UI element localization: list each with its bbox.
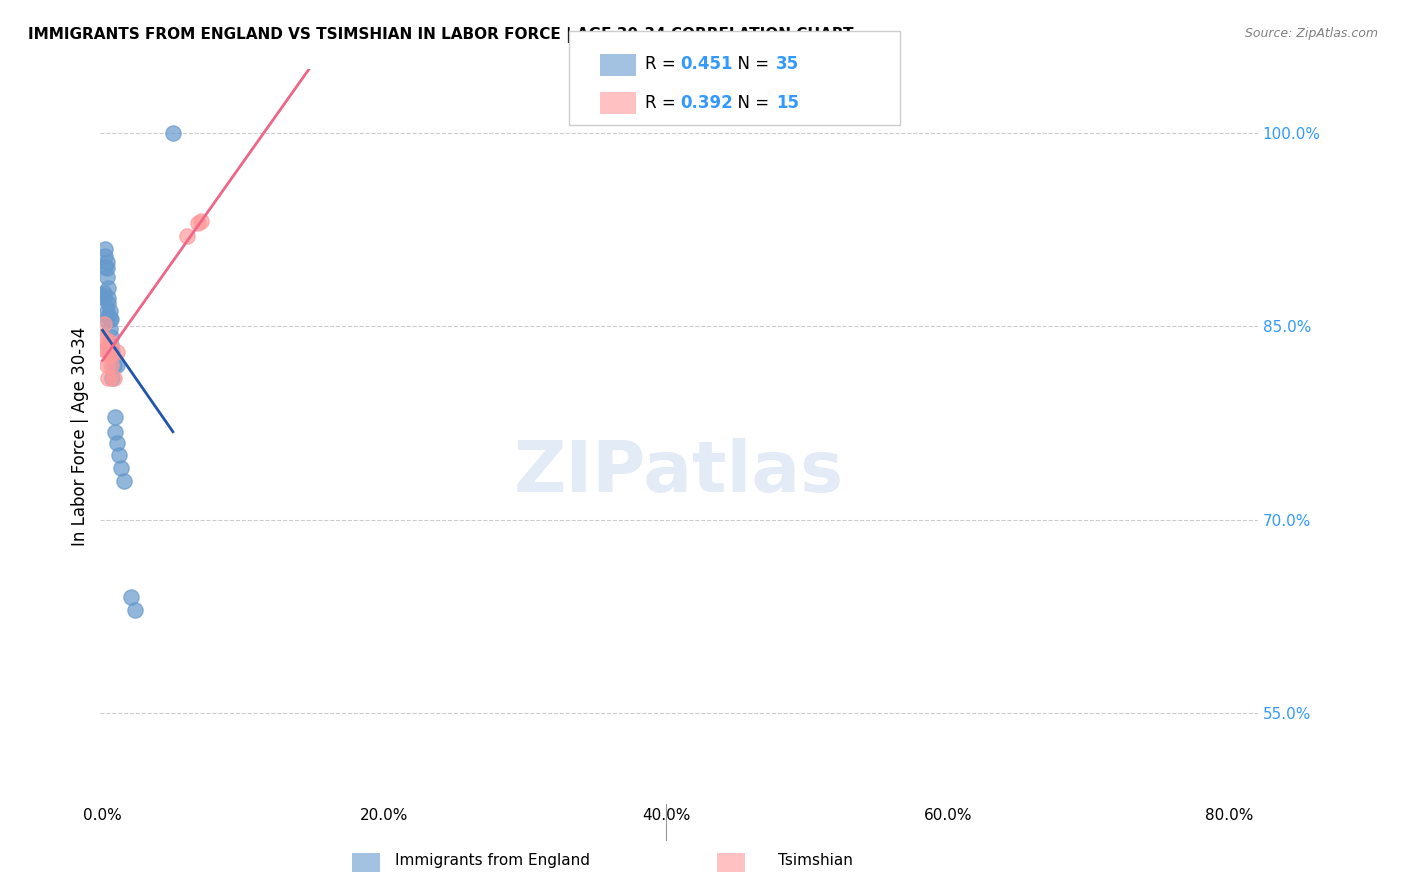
Point xyxy=(96,304,118,318)
Point xyxy=(94,242,117,256)
Point xyxy=(93,285,115,300)
Text: 0.451: 0.451 xyxy=(681,55,733,73)
Point xyxy=(98,343,121,357)
Text: Source: ZipAtlas.com: Source: ZipAtlas.com xyxy=(1244,27,1378,40)
Point xyxy=(103,371,125,385)
Point xyxy=(96,261,118,276)
Point xyxy=(97,291,120,305)
Point xyxy=(176,229,198,244)
Point xyxy=(94,332,117,346)
Point xyxy=(162,126,184,140)
Point xyxy=(93,291,115,305)
Text: N =: N = xyxy=(727,55,775,73)
Text: 0.392: 0.392 xyxy=(681,94,734,112)
Point xyxy=(96,313,118,327)
Point xyxy=(98,311,121,326)
Point xyxy=(91,332,114,346)
Point xyxy=(91,288,114,302)
Y-axis label: In Labor Force | Age 30-34: In Labor Force | Age 30-34 xyxy=(72,326,89,546)
Text: 15: 15 xyxy=(776,94,799,112)
Point xyxy=(108,449,131,463)
Point xyxy=(98,304,121,318)
Point xyxy=(105,345,128,359)
Text: IMMIGRANTS FROM ENGLAND VS TSIMSHIAN IN LABOR FORCE | AGE 30-34 CORRELATION CHAR: IMMIGRANTS FROM ENGLAND VS TSIMSHIAN IN … xyxy=(28,27,853,43)
Point xyxy=(100,337,122,351)
Text: ZIPatlas: ZIPatlas xyxy=(513,438,844,508)
Point xyxy=(105,435,128,450)
Text: Immigrants from England: Immigrants from England xyxy=(395,854,589,868)
Text: R =: R = xyxy=(645,55,682,73)
Point xyxy=(104,409,127,424)
Point xyxy=(120,591,142,605)
Text: N =: N = xyxy=(727,94,775,112)
Point xyxy=(100,358,122,372)
Point xyxy=(97,371,120,385)
Point xyxy=(103,358,125,372)
Point xyxy=(96,255,118,269)
Text: 35: 35 xyxy=(776,55,799,73)
Point xyxy=(105,358,128,372)
Point xyxy=(98,322,121,336)
Point xyxy=(124,603,146,617)
Point xyxy=(100,330,122,344)
Point xyxy=(97,309,120,323)
Point xyxy=(97,296,120,310)
Point xyxy=(98,334,121,349)
Point xyxy=(101,371,124,385)
Point xyxy=(112,474,135,488)
Point xyxy=(187,216,209,230)
Text: Tsimshian: Tsimshian xyxy=(778,854,853,868)
Point xyxy=(96,358,118,372)
Point xyxy=(104,425,127,440)
Point xyxy=(96,343,118,357)
Point xyxy=(110,461,132,475)
Point xyxy=(96,270,118,285)
Point xyxy=(93,317,115,331)
Point xyxy=(94,343,117,357)
Point xyxy=(94,248,117,262)
Point xyxy=(94,260,117,274)
Point xyxy=(98,348,121,362)
Text: R =: R = xyxy=(645,94,682,112)
Point xyxy=(190,213,212,227)
Point xyxy=(101,345,124,359)
Point xyxy=(100,311,122,326)
Point xyxy=(97,281,120,295)
